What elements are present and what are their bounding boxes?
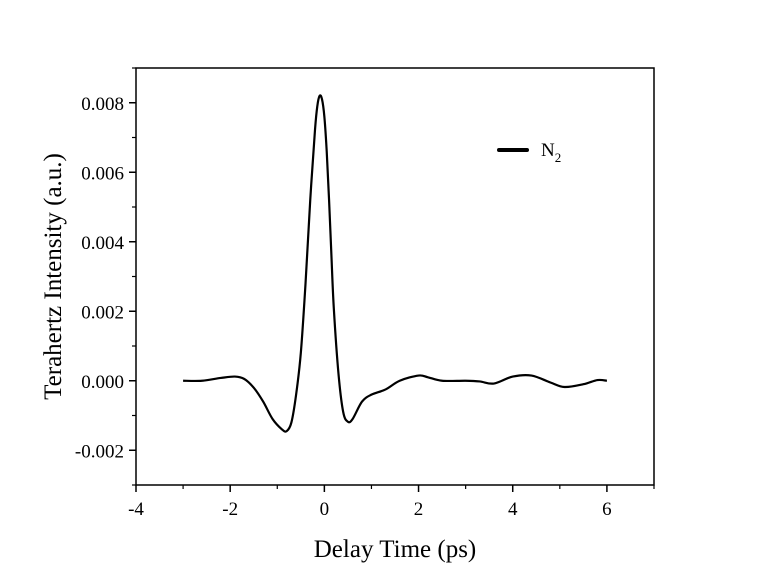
legend-label-main: N: [541, 140, 555, 161]
y-tick-label: 0.008: [81, 94, 124, 115]
y-tick-label: 0.004: [81, 233, 124, 254]
y-tick-label: 0.006: [81, 163, 124, 184]
series-line-n2: [183, 94, 608, 433]
x-tick-label: 2: [414, 499, 424, 520]
y-tick-label: 0.002: [81, 302, 124, 323]
series-layer: [183, 94, 608, 433]
legend-label-subscript: 2: [555, 150, 562, 165]
legend-label-n2: N2: [541, 140, 561, 165]
x-tick-label: 6: [602, 499, 612, 520]
y-tick-label: -0.002: [75, 441, 124, 462]
x-tick-label: -2: [222, 499, 238, 520]
y-axis-title: Terahertz Intensity (a.u.): [40, 153, 67, 400]
axes: [135, 67, 655, 486]
y-tick-label: 0.000: [81, 372, 124, 393]
x-tick-label: 4: [508, 499, 518, 520]
x-tick-label: -4: [128, 499, 144, 520]
ticks: -4 -2 0 2 4 6 -0.002 0.000 0.002 0.004 0.006 0.008: [75, 67, 655, 520]
x-axis-title: Delay Time (ps): [314, 536, 477, 563]
x-tick-label: 0: [320, 499, 330, 520]
plot-frame: [135, 67, 655, 486]
legend: N2: [497, 140, 561, 165]
